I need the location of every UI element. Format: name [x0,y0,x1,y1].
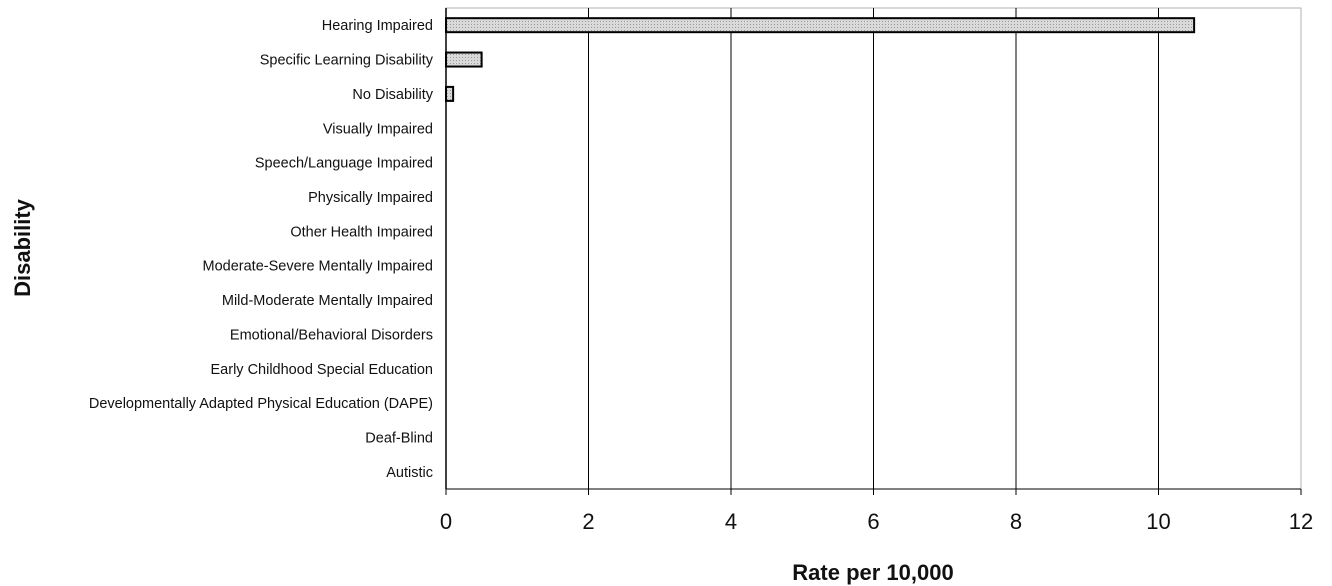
x-tick-label: 0 [440,509,452,534]
bar [445,51,483,68]
x-tick-labels: 0 2 4 6 8 10 12 [440,509,1313,534]
category-label: Other Health Impaired [290,224,433,240]
category-label: Emotional/Behavioral Disorders [230,327,433,343]
category-label: Early Childhood Special Education [211,362,433,378]
x-tick-label: 10 [1146,509,1170,534]
x-tick-label: 4 [725,509,737,534]
category-label: No Disability [352,87,433,103]
x-tick-label: 12 [1289,509,1313,534]
category-label: Hearing Impaired [322,18,433,34]
category-label: Autistic [386,465,433,481]
category-label: Specific Learning Disability [260,53,434,69]
x-tick-label: 2 [582,509,594,534]
category-label: Mild-Moderate Mentally Impaired [222,293,433,309]
gridlines [445,8,1302,495]
category-labels: Hearing Impaired Specific Learning Disabi… [89,18,434,481]
category-label: Physically Impaired [308,190,433,206]
category-label: Speech/Language Impaired [255,156,433,172]
category-label: Visually Impaired [323,121,433,137]
x-tick-label: 8 [1010,509,1022,534]
category-label: Developmentally Adapted Physical Educati… [89,396,433,412]
category-label: Moderate-Severe Mentally Impaired [203,259,434,275]
y-axis-title: Disability [10,198,35,297]
bar [445,85,455,102]
bar [445,17,1196,34]
category-label: Deaf-Blind [365,430,433,446]
bars [445,17,1196,102]
x-axis-title: Rate per 10,000 [792,560,953,585]
x-tick-label: 6 [867,509,879,534]
